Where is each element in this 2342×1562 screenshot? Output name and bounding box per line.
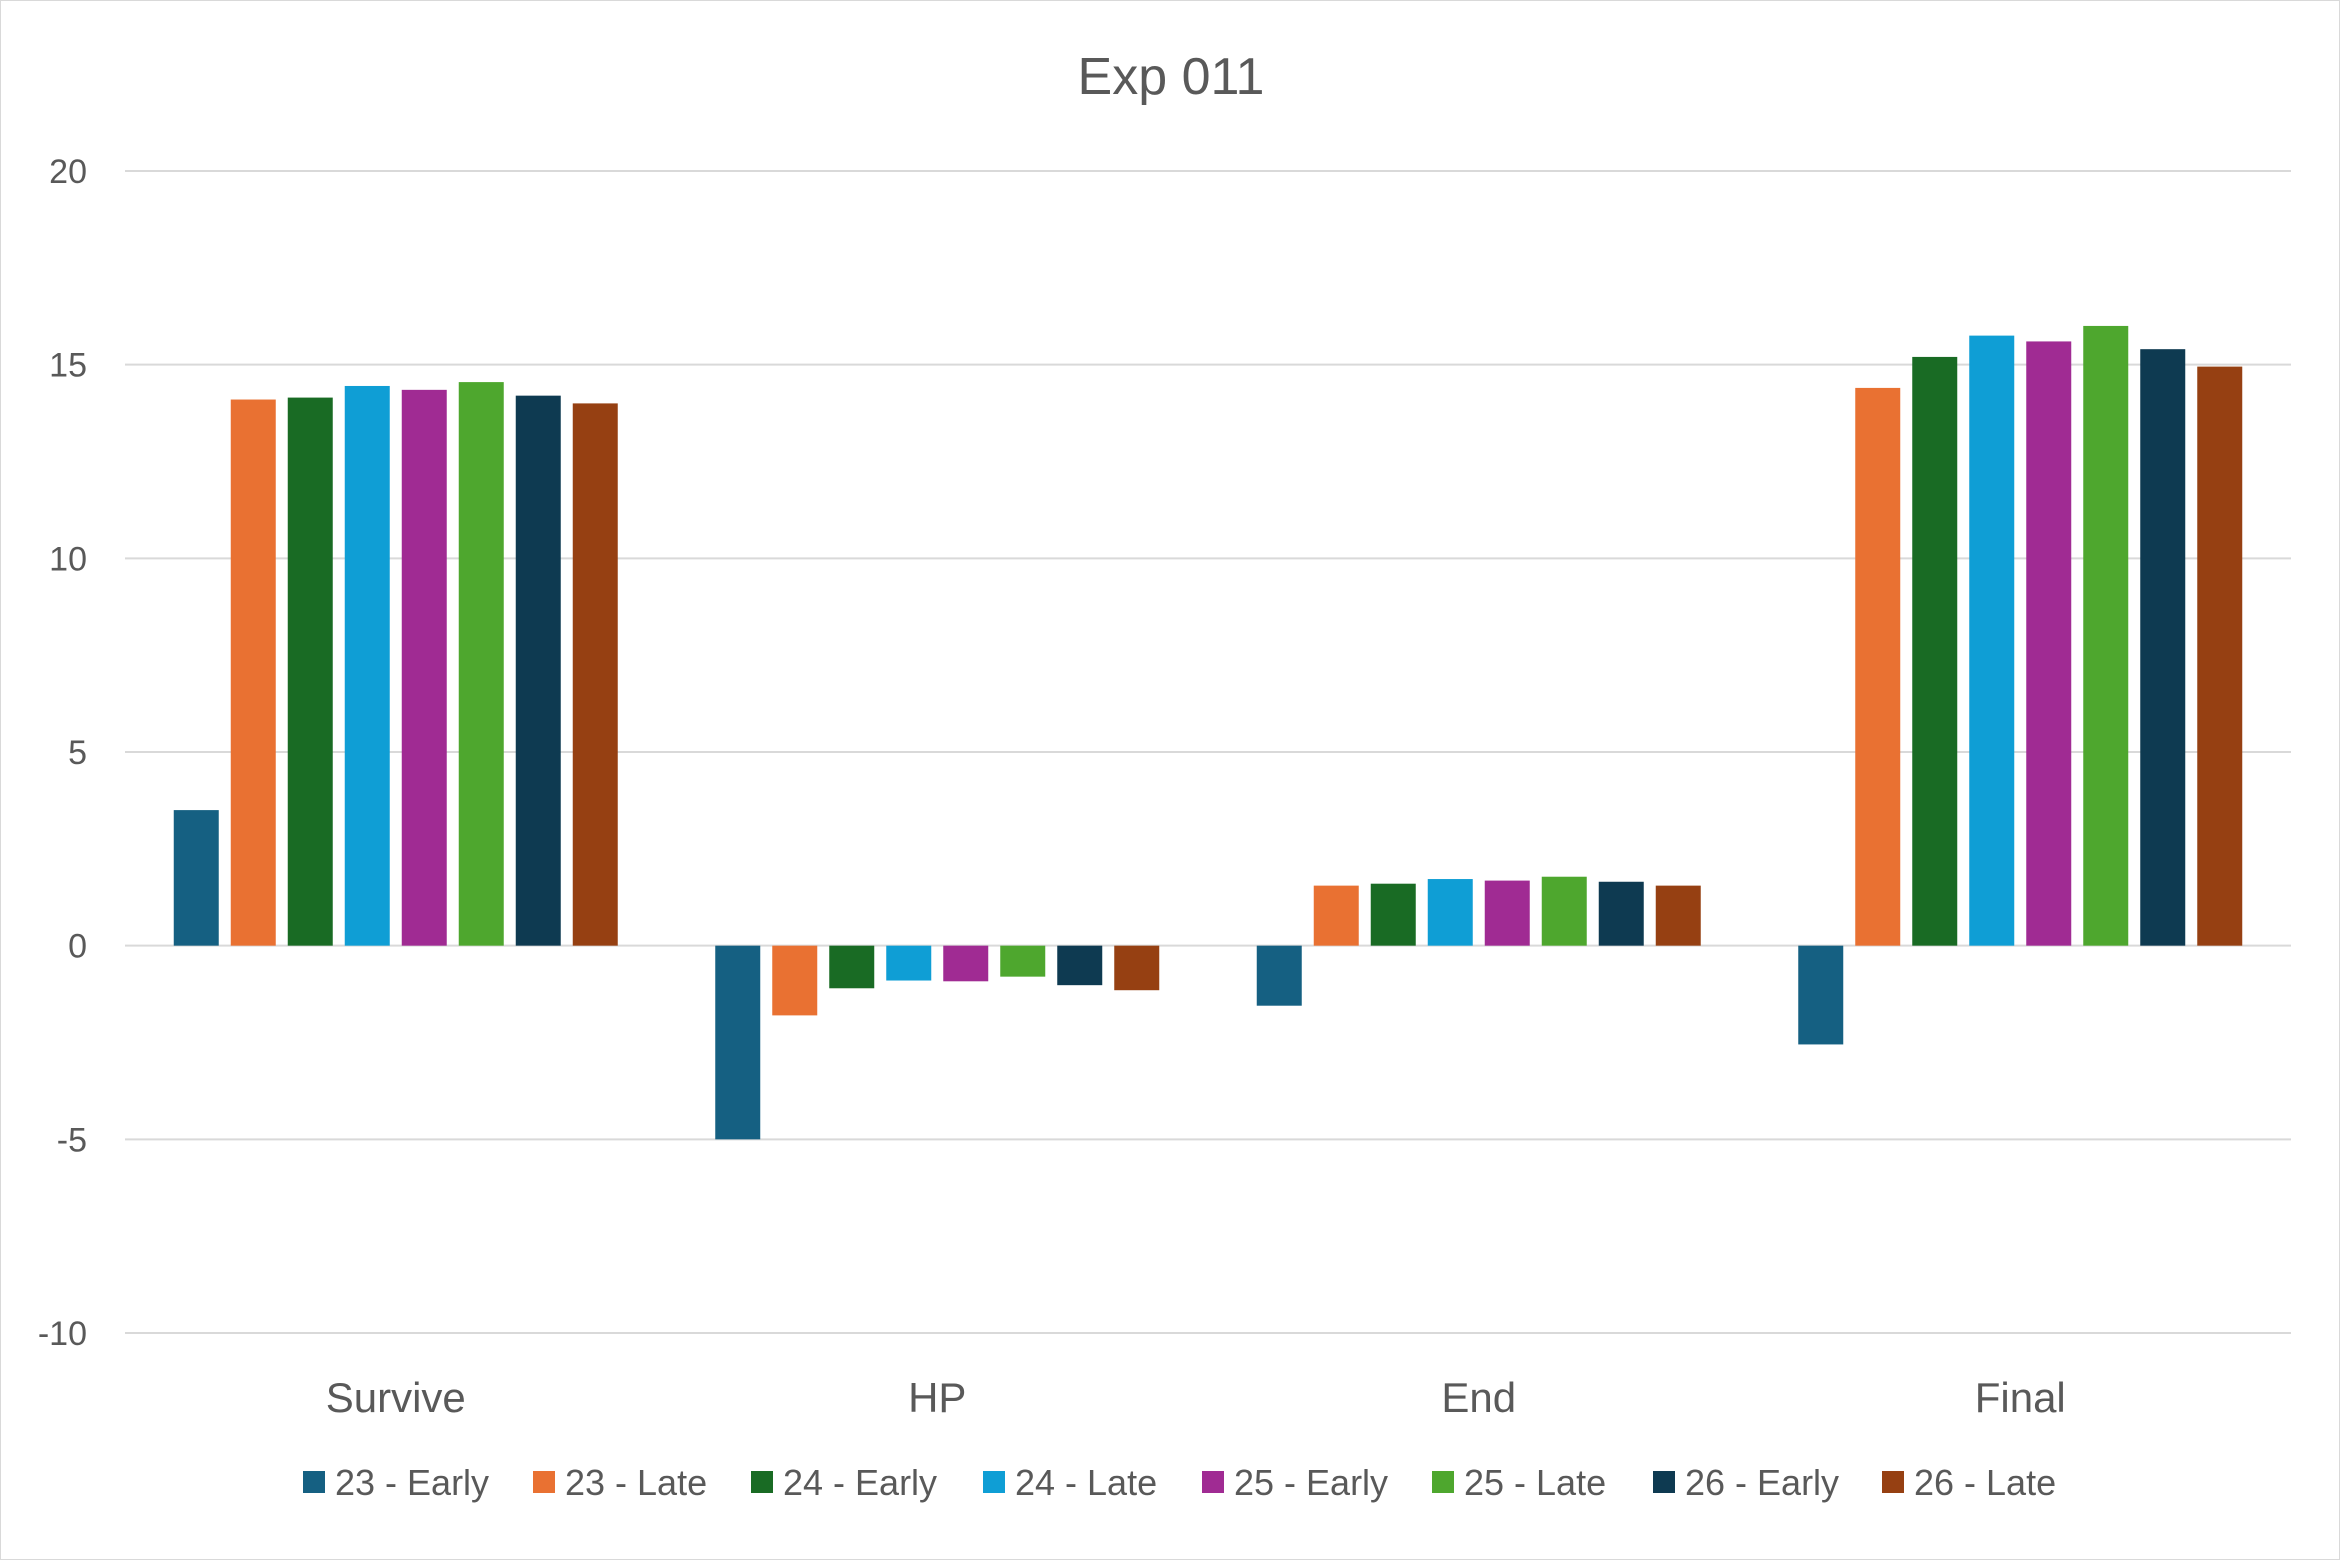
y-tick-label: 15 (49, 347, 87, 385)
legend-label: 23 - Late (565, 1462, 707, 1503)
legend-label: 24 - Late (1015, 1462, 1157, 1503)
y-tick-label: 10 (49, 540, 87, 578)
bar (230, 399, 276, 946)
legend-item: 26 - Early (1653, 1462, 1839, 1503)
gridlines (125, 170, 2291, 1334)
legend-swatch (983, 1471, 1005, 1493)
bar (1114, 945, 1160, 991)
legend-swatch (1882, 1471, 1904, 1493)
bar (1855, 387, 1901, 946)
y-tick-label: -5 (57, 1121, 87, 1159)
bar (2197, 366, 2243, 946)
bar (344, 385, 390, 946)
bar (1057, 945, 1103, 986)
legend-swatch (1653, 1471, 1675, 1493)
x-category-label: Survive (326, 1374, 466, 1421)
legend-swatch (533, 1471, 555, 1493)
y-axis-tick-labels: 20 15 10 5 0 -5 -10 (38, 153, 87, 1353)
legend-label: 24 - Early (783, 1462, 937, 1503)
legend-swatch (1202, 1471, 1224, 1493)
x-category-label: End (1441, 1374, 1516, 1421)
bar (2140, 349, 2186, 946)
legend-label: 25 - Late (1464, 1462, 1606, 1503)
bar (886, 945, 932, 981)
x-category-label: HP (908, 1374, 966, 1421)
legend-label: 23 - Early (335, 1462, 489, 1503)
legend-item: 25 - Early (1202, 1462, 1388, 1503)
bar (1655, 885, 1701, 946)
legend-label: 25 - Early (1234, 1462, 1388, 1503)
legend: 23 - Early 23 - Late 24 - Early 24 - Late 25… (303, 1462, 2056, 1503)
bar (173, 810, 219, 946)
bar (1370, 883, 1416, 946)
legend-item: 23 - Late (533, 1462, 707, 1503)
bar (2026, 341, 2072, 946)
bar (1484, 880, 1530, 946)
legend-item: 24 - Early (751, 1462, 937, 1503)
bar (1541, 876, 1587, 946)
legend-swatch (303, 1471, 325, 1493)
chart-title: Exp 011 (1078, 48, 1265, 106)
legend-label: 26 - Early (1685, 1462, 1839, 1503)
y-tick-label: -10 (38, 1315, 87, 1353)
bar (287, 397, 333, 946)
bar (1313, 885, 1359, 946)
x-axis-category-labels: Survive HP End Final (326, 1374, 2066, 1421)
bar (1427, 879, 1473, 946)
legend-item: 26 - Late (1882, 1462, 2056, 1503)
y-tick-label: 5 (68, 734, 87, 772)
legend-swatch (751, 1471, 773, 1493)
bar (572, 403, 618, 946)
bar (515, 395, 561, 946)
bar (2083, 325, 2129, 946)
bar (1256, 945, 1302, 1006)
legend-item: 25 - Late (1432, 1462, 1606, 1503)
bar (715, 945, 761, 1140)
bar (1912, 356, 1958, 946)
y-tick-label: 20 (49, 153, 87, 191)
legend-item: 23 - Early (303, 1462, 489, 1503)
bar (1798, 945, 1844, 1045)
legend-item: 24 - Late (983, 1462, 1157, 1503)
bar (829, 945, 875, 989)
x-category-label: Final (1975, 1374, 2066, 1421)
bar (458, 382, 504, 946)
bar (1000, 945, 1046, 977)
bar (943, 945, 989, 982)
y-tick-label: 0 (68, 928, 87, 966)
bar (1598, 881, 1644, 946)
bar (1969, 335, 2015, 946)
bar (772, 945, 818, 1016)
legend-swatch (1432, 1471, 1454, 1493)
bar (401, 389, 447, 946)
legend-label: 26 - Late (1914, 1462, 2056, 1503)
bars (173, 325, 2243, 1140)
